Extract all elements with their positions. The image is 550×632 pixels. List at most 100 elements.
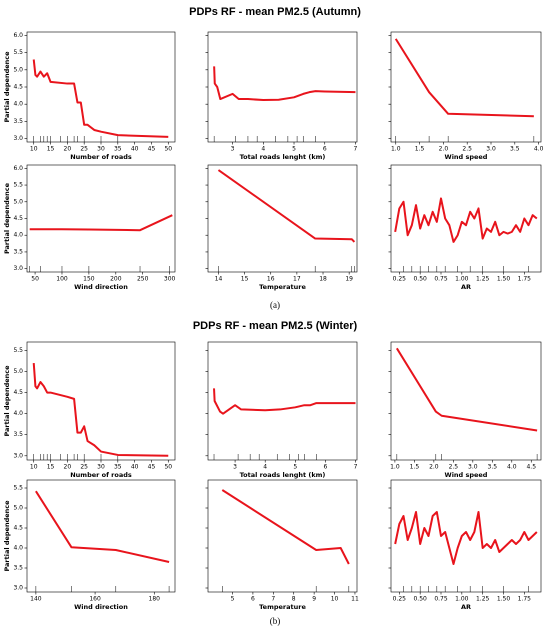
y-tick-label: 3.0 [13,452,23,459]
axes-frame [207,479,358,593]
x-tick-label: 11 [351,596,359,603]
x-tick-label: 5 [292,146,296,153]
y-tick-label: 6.0 [13,165,23,172]
x-tick-label: 1.00 [455,276,469,283]
y-tick-label: 5.5 [13,485,23,492]
x-tick-label: 3.0 [486,146,496,153]
x-tick-label: 7 [271,596,275,603]
caption: (a) [270,300,280,310]
pdp-line [213,388,356,415]
x-tick-label: 18 [319,276,327,283]
figure-title: PDPs RF - mean PM2.5 (Autumn) [189,6,361,18]
x-tick-label: 1.75 [518,276,532,283]
x-tick-label: 1.5 [415,146,425,153]
pdp-line [221,489,350,565]
x-axis-label: Number of roads [70,471,132,479]
x-tick-label: 50 [31,276,39,283]
pdp-line [395,347,538,432]
y-tick-label: 6.0 [13,32,23,39]
y-axis-label: Partial dependence [3,182,11,254]
x-tick-label: 4 [261,146,265,153]
x-tick-label: 300 [164,276,176,283]
x-tick-label: 1.25 [476,596,490,603]
y-tick-label: 5.0 [13,198,23,205]
y-tick-label: 3.0 [13,585,23,592]
x-tick-label: 6 [251,596,255,603]
x-tick-label: 160 [89,596,101,603]
pdp-line [394,38,534,118]
x-tick-label: 9 [312,596,316,603]
x-tick-label: 15 [47,464,55,471]
x-tick-label: 5 [231,596,235,603]
x-tick-label: 3.5 [488,464,498,471]
x-tick-label: 1.25 [476,276,490,283]
x-tick-label: 1.0 [391,146,401,153]
x-tick-label: 45 [148,146,156,153]
y-tick-label: 4.0 [13,232,23,239]
x-tick-label: 2.5 [449,464,459,471]
pdp-line [394,197,538,243]
y-tick-label: 3.5 [13,431,23,438]
x-tick-label: 3 [233,464,237,471]
x-tick-label: 6 [323,464,327,471]
x-axis-label: Wind speed [445,471,488,479]
x-tick-label: 6 [323,146,327,153]
x-tick-label: 5 [293,464,297,471]
y-tick-label: 5.0 [13,505,23,512]
y-axis-label: Partial dependence [3,500,11,572]
y-tick-label: 4.5 [13,215,23,222]
y-tick-label: 4.5 [13,389,23,396]
x-tick-label: 200 [110,276,122,283]
y-tick-label: 5.0 [13,66,23,73]
y-tick-label: 4.5 [13,525,23,532]
y-tick-label: 4.0 [13,410,23,417]
x-axis-label: Wind direction [74,603,128,611]
x-axis-label: Number of roads [70,153,132,161]
pdp-line [394,511,538,565]
x-tick-label: 4.0 [507,464,517,471]
x-tick-label: 14 [215,276,223,283]
y-tick-label: 3.5 [13,565,23,572]
x-tick-label: 1.50 [497,596,511,603]
x-tick-label: 4.0 [534,146,544,153]
x-tick-label: 25 [80,464,88,471]
x-tick-label: 7 [354,146,358,153]
x-tick-label: 1.0 [390,464,400,471]
x-tick-label: 0.50 [413,276,427,283]
x-tick-label: 19 [345,276,353,283]
x-tick-label: 20 [64,146,72,153]
x-tick-label: 3.0 [468,464,478,471]
x-tick-label: 0.25 [393,596,407,603]
y-tick-label: 3.0 [13,135,23,142]
x-tick-label: 150 [83,276,95,283]
y-tick-label: 4.0 [13,545,23,552]
y-tick-label: 4.0 [13,101,23,108]
x-tick-label: 15 [47,146,55,153]
x-axis-label: Temperature [259,603,306,611]
x-tick-label: 100 [56,276,68,283]
pdp-line [213,66,356,102]
axes-frame [390,479,542,593]
x-tick-label: 3.5 [510,146,520,153]
x-tick-label: 17 [293,276,301,283]
x-tick-label: 8 [292,596,296,603]
x-tick-label: 1.00 [455,596,469,603]
x-tick-label: 40 [131,146,139,153]
x-axis-label: Wind direction [74,283,128,291]
x-tick-label: 30 [97,464,105,471]
x-tick-label: 250 [137,276,149,283]
x-tick-label: 10 [30,146,38,153]
pdp-line [217,169,356,243]
x-tick-label: 45 [148,464,156,471]
x-tick-label: 180 [149,596,161,603]
y-tick-label: 5.5 [13,182,23,189]
pdp-line [32,362,169,457]
x-tick-label: 50 [164,146,172,153]
x-tick-label: 0.50 [413,596,427,603]
x-tick-label: 10 [331,596,339,603]
x-tick-label: 3 [231,146,235,153]
x-axis-label: Temperature [259,283,306,291]
y-tick-label: 3.0 [13,265,23,272]
x-tick-label: 40 [131,464,139,471]
